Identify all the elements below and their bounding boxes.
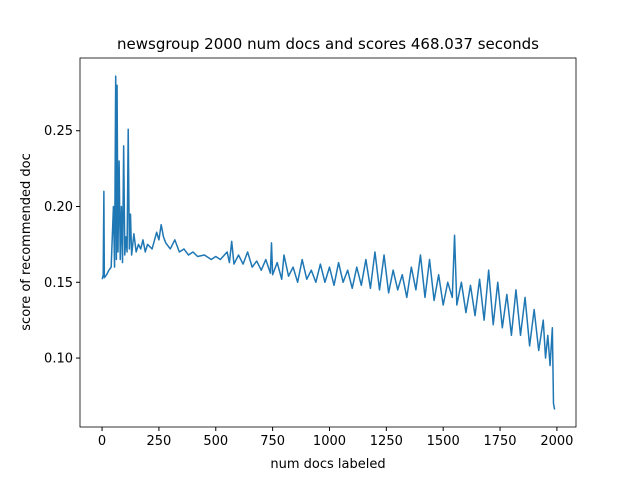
chart-title: newsgroup 2000 num docs and scores 468.0… (117, 35, 539, 53)
x-tick-label: 1750 (483, 434, 516, 449)
x-tick-label: 1000 (313, 434, 346, 449)
y-axis-label: score of recommended doc (19, 153, 34, 330)
line (101, 75, 556, 410)
y-tick-label: 0.15 (44, 276, 73, 291)
x-tick-label: 750 (260, 434, 285, 449)
y-tick-label: 0.10 (44, 352, 73, 367)
x-tick-label: 250 (147, 434, 172, 449)
x-tick-label: 1500 (427, 434, 460, 449)
plot-frame (79, 57, 577, 428)
x-tick-label: 2000 (540, 434, 573, 449)
x-axis-label: num docs labeled (270, 457, 385, 472)
y-tick-label: 0.20 (44, 200, 73, 215)
x-tick-label: 0 (98, 434, 106, 449)
x-tick-label: 1250 (370, 434, 403, 449)
x-tick-label: 500 (203, 434, 228, 449)
y-tick-label: 0.25 (44, 124, 73, 139)
